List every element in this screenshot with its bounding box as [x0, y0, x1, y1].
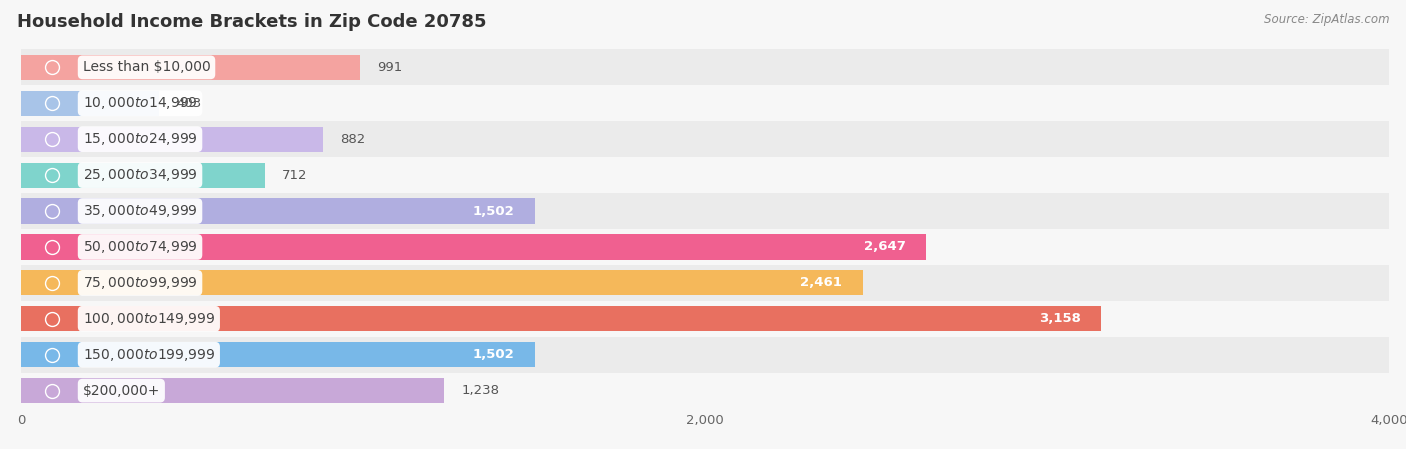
Bar [21, 163, 264, 188]
Text: 3,158: 3,158 [1039, 313, 1081, 325]
Bar [21, 373, 1389, 409]
Bar [21, 234, 927, 260]
Bar [21, 337, 1389, 373]
Text: 1,502: 1,502 [472, 348, 515, 361]
Text: $35,000 to $49,999: $35,000 to $49,999 [83, 203, 197, 219]
Text: 712: 712 [281, 169, 307, 181]
Text: $50,000 to $74,999: $50,000 to $74,999 [83, 239, 197, 255]
Text: 1,502: 1,502 [472, 205, 515, 217]
Bar [21, 85, 1389, 121]
Bar [21, 49, 1389, 85]
Text: 1,238: 1,238 [461, 384, 499, 397]
Bar [21, 127, 323, 152]
Text: $25,000 to $34,999: $25,000 to $34,999 [83, 167, 197, 183]
Text: 2,647: 2,647 [865, 241, 905, 253]
Text: 882: 882 [340, 133, 366, 145]
Text: 991: 991 [377, 61, 402, 74]
Bar [21, 378, 444, 403]
Bar [21, 157, 1389, 193]
Text: $75,000 to $99,999: $75,000 to $99,999 [83, 275, 197, 291]
Bar [21, 301, 1389, 337]
Text: $15,000 to $24,999: $15,000 to $24,999 [83, 131, 197, 147]
Text: $10,000 to $14,999: $10,000 to $14,999 [83, 95, 197, 111]
Text: Less than $10,000: Less than $10,000 [83, 60, 211, 75]
Bar [21, 121, 1389, 157]
Bar [21, 229, 1389, 265]
Text: Source: ZipAtlas.com: Source: ZipAtlas.com [1264, 13, 1389, 26]
Bar [21, 91, 159, 116]
Bar [21, 55, 360, 80]
Text: 403: 403 [176, 97, 201, 110]
Bar [21, 270, 863, 295]
Bar [21, 342, 534, 367]
Bar [21, 193, 1389, 229]
Text: 2,461: 2,461 [800, 277, 842, 289]
Text: Household Income Brackets in Zip Code 20785: Household Income Brackets in Zip Code 20… [17, 13, 486, 31]
Text: $200,000+: $200,000+ [83, 383, 160, 398]
Text: $150,000 to $199,999: $150,000 to $199,999 [83, 347, 215, 363]
Text: $100,000 to $149,999: $100,000 to $149,999 [83, 311, 215, 327]
Bar [21, 198, 534, 224]
Bar [21, 306, 1101, 331]
Bar [21, 265, 1389, 301]
